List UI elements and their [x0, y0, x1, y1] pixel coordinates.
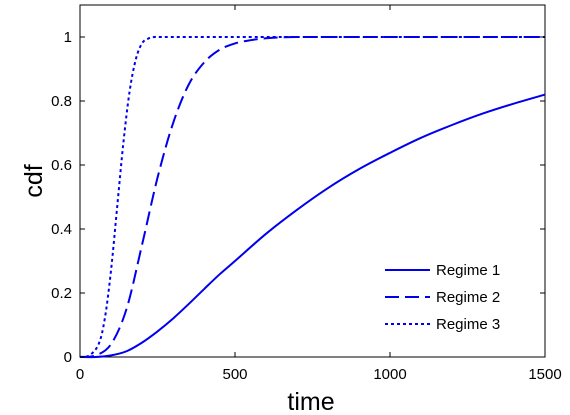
- y-tick-label: 1: [64, 29, 72, 46]
- y-tick-label: 0.2: [51, 285, 72, 302]
- x-tick-label: 500: [222, 366, 247, 383]
- series-line-regime-2: [79, 35, 545, 358]
- legend: Regime 1 Regime 2 Regime 3: [380, 254, 540, 344]
- x-axis-label: time: [287, 388, 334, 415]
- y-tick-label: 0: [64, 349, 72, 366]
- x-tick-label: 1000: [373, 366, 406, 383]
- y-tick-label: 0.8: [51, 93, 72, 110]
- legend-label: Regime 1: [436, 262, 500, 279]
- y-axis-label: cdf: [20, 164, 48, 197]
- series-line-regime-3: [79, 35, 545, 358]
- legend-label: Regime 3: [436, 316, 500, 333]
- x-tick-label: 0: [76, 366, 84, 383]
- axes-layer: 0 500 1000 1500 0 0.2 0.4 0.6 0.8 1: [51, 5, 562, 383]
- x-tick-label: 1500: [528, 366, 561, 383]
- legend-label: Regime 2: [436, 289, 500, 306]
- series-layer: [79, 35, 546, 359]
- y-tick-label: 0.6: [51, 157, 72, 174]
- y-tick-label: 0.4: [51, 221, 72, 238]
- series-line-regime-1: [79, 93, 546, 359]
